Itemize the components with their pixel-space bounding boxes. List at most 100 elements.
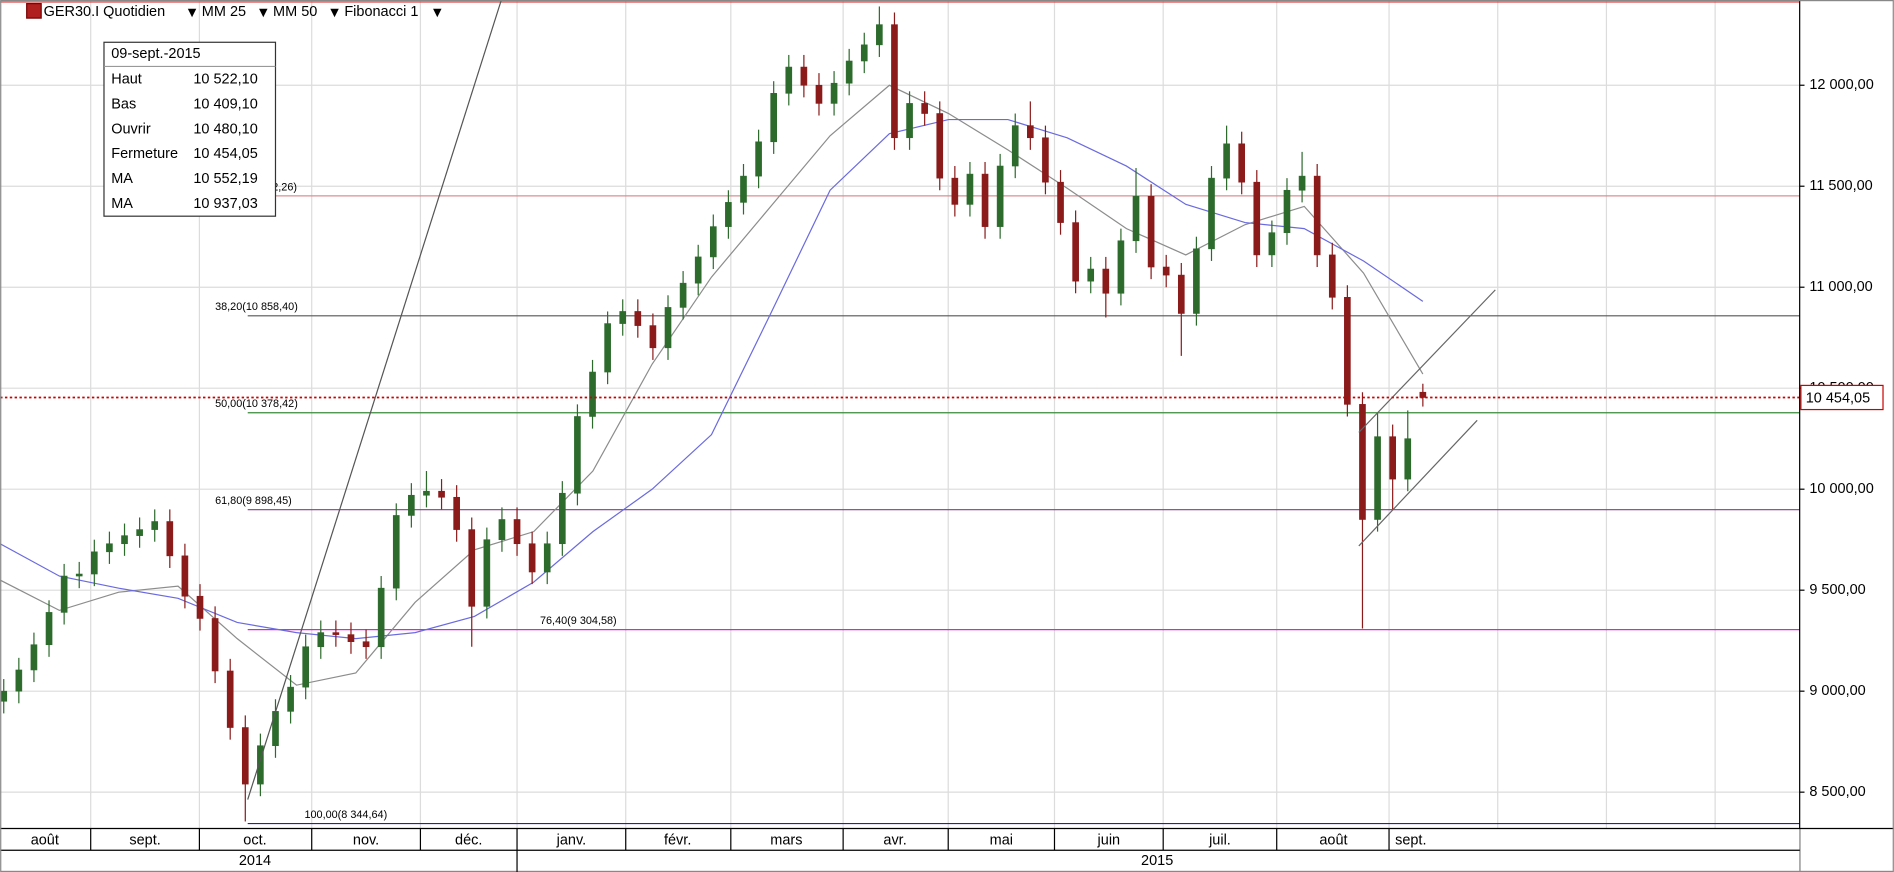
trend-line xyxy=(247,0,502,800)
candle-body xyxy=(151,521,159,530)
last-price-box xyxy=(1800,384,1884,411)
candle-body xyxy=(1087,268,1095,282)
candle-body xyxy=(1344,297,1351,405)
candle-body xyxy=(1283,189,1291,233)
moving-average xyxy=(0,118,1424,640)
candle-body xyxy=(1404,438,1412,480)
candle-body xyxy=(996,165,1004,227)
candle-body xyxy=(75,573,83,577)
x-tick-label: janv. xyxy=(556,832,587,848)
candle-body xyxy=(1132,196,1140,242)
dropdown-arrow[interactable]: ▼ xyxy=(327,5,341,21)
candle-body xyxy=(498,519,506,540)
candle-body xyxy=(513,519,521,545)
candle-body xyxy=(1223,143,1230,179)
y-tick-label: 11 000,00 xyxy=(1809,279,1872,295)
candle-body xyxy=(664,307,672,349)
candle-body xyxy=(1042,137,1049,183)
ma-toggle[interactable]: MM 50 xyxy=(273,4,317,20)
candle-body xyxy=(347,634,355,642)
candle-body xyxy=(483,539,491,607)
tooltip-label: Ouvrir xyxy=(111,121,151,137)
dropdown-arrow[interactable]: ▼ xyxy=(256,5,270,21)
candle-body xyxy=(121,535,128,545)
candle-body xyxy=(0,690,8,702)
candle-body xyxy=(1027,125,1034,139)
toolbar: GER30.I Quotidien ▼ MM 25 ▼ MM 50 ▼ Fibo… xyxy=(26,3,444,21)
tooltip-value: 10 552,19 xyxy=(193,171,257,187)
dropdown-arrow[interactable]: ▼ xyxy=(430,5,444,21)
y-tick-label: 9 000,00 xyxy=(1809,683,1865,699)
candle-body xyxy=(1268,232,1276,256)
candle-body xyxy=(845,60,853,84)
candle-body xyxy=(966,173,974,205)
candle-body xyxy=(725,202,732,227)
candle-body xyxy=(740,175,747,203)
candle-body xyxy=(392,515,400,589)
candle-body xyxy=(241,727,249,785)
candle-body xyxy=(302,646,310,688)
candle-body xyxy=(815,84,823,104)
channel-line xyxy=(1358,289,1496,433)
candle-body xyxy=(755,141,762,177)
candle-body xyxy=(166,521,174,557)
candle-body xyxy=(619,311,627,324)
x-tick-label: févr. xyxy=(664,832,691,848)
tooltip-label: Fermeture xyxy=(111,146,178,162)
candle-body xyxy=(574,416,581,494)
candle-body xyxy=(453,496,460,530)
tooltip-value: 10 937,03 xyxy=(193,196,257,212)
moving-average xyxy=(0,84,1424,686)
candle-body xyxy=(1359,404,1366,520)
candle-body xyxy=(30,644,38,671)
candle-body xyxy=(634,311,642,326)
candle-body xyxy=(1177,274,1185,314)
candle-body xyxy=(1072,222,1079,282)
dropdown-arrow[interactable]: ▼ xyxy=(185,5,199,21)
candle-body xyxy=(543,543,551,573)
ma-toggle[interactable]: MM 25 xyxy=(202,4,246,20)
candle-body xyxy=(830,82,838,104)
candle-body xyxy=(332,632,340,635)
x-tick-label: nov. xyxy=(353,832,379,848)
candle-body xyxy=(951,177,959,205)
candle-body xyxy=(1162,266,1170,276)
candle-body xyxy=(1313,175,1321,256)
y-tick-label: 10 000,00 xyxy=(1809,481,1873,497)
candle-body xyxy=(1147,196,1155,268)
x-tick-label: déc. xyxy=(455,832,482,848)
candle-body xyxy=(226,670,234,728)
candle-body xyxy=(800,66,808,86)
candle-body xyxy=(906,103,913,139)
candle-body xyxy=(15,669,23,692)
indicator[interactable]: Fibonacci 1 xyxy=(344,4,418,20)
candle-body xyxy=(921,103,928,114)
candle-body xyxy=(1389,436,1396,480)
candle-body xyxy=(438,490,445,498)
tooltip-label: Haut xyxy=(111,72,142,88)
candle-body xyxy=(196,595,204,619)
tooltip-label: Bas xyxy=(111,96,136,112)
instrument-icon xyxy=(26,3,42,19)
candle-body xyxy=(679,282,687,308)
candle-body xyxy=(604,323,611,373)
candle-body xyxy=(136,529,143,536)
y-tick-label: 12 000,00 xyxy=(1809,77,1873,93)
candle-body xyxy=(876,24,883,46)
last-price-label: 10 454,05 xyxy=(1806,391,1870,407)
candle-body xyxy=(589,371,596,417)
candle-body xyxy=(1208,177,1215,250)
fib-label: 38,20(10 858,40) xyxy=(215,301,298,313)
x-tick-label: août xyxy=(31,832,59,848)
instrument[interactable]: GER30.I Quotidien xyxy=(44,4,166,20)
x-tick-label: juil. xyxy=(1208,832,1231,848)
tooltip-value: 10 522,10 xyxy=(193,72,257,88)
candle-body xyxy=(559,492,566,545)
tooltip-label: MA xyxy=(111,196,133,212)
tooltip-value: 10 480,10 xyxy=(193,121,257,137)
candle-body xyxy=(408,494,415,516)
